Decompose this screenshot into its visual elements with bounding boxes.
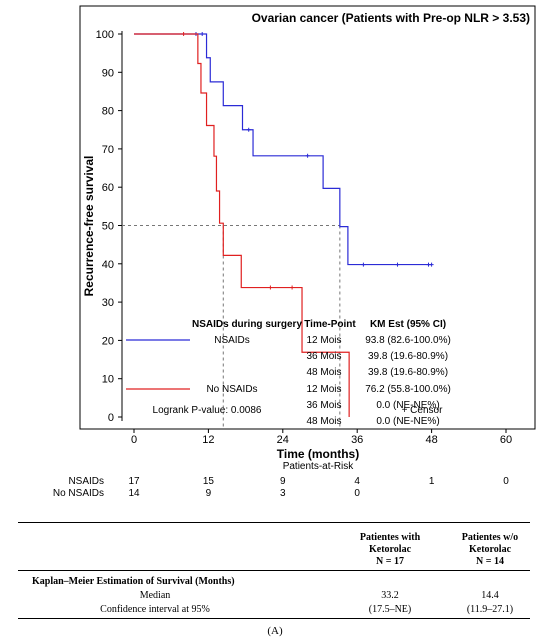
ci-label: Confidence interval at 95%: [100, 604, 210, 615]
risk-value: 17: [128, 476, 140, 487]
legend-table: NSAIDs during surgery Time-Point KM Est (9…: [126, 319, 451, 427]
logrank-label: Logrank P-value: 0.0086: [153, 405, 262, 416]
col1-header-line1: Patientes with: [359, 532, 421, 543]
y-tick-label-30: 30: [102, 297, 114, 309]
figure-caption: (A): [267, 625, 283, 637]
x-tick-label-36: 36: [351, 434, 363, 446]
censor-mark: [268, 285, 273, 290]
legend-header-est: KM Est (95% CI): [370, 319, 446, 330]
median-col1: 33.2: [381, 590, 399, 601]
risk-value: 9: [280, 476, 286, 487]
legend-header-group: NSAIDs during surgery: [192, 319, 302, 330]
col2-header-line3: N = 14: [476, 556, 504, 567]
censor-mark: [305, 153, 310, 158]
col1-header-line2: Ketorolac: [368, 544, 412, 555]
x-tick-label-24: 24: [277, 434, 289, 446]
risk-value: 0: [503, 476, 509, 487]
risk-value: 14: [128, 488, 140, 499]
series-nsaids: [134, 32, 434, 267]
risk-value: 4: [354, 476, 360, 487]
survival-curve: [134, 33, 432, 266]
risk-value: 9: [206, 488, 212, 499]
censor-mark: [181, 32, 186, 36]
legend-header-time: Time-Point: [304, 319, 356, 330]
risk-value: 15: [203, 476, 215, 487]
axes: 0 10 20 30 40 50 60 70 80 90 100 0 12 24 36 48 60: [96, 29, 512, 446]
legend-estimate: 39.8 (19.6-80.9%): [368, 351, 448, 362]
km-chart: Ovarian cancer (Patients with Pre-op NLR…: [53, 5, 536, 499]
censor-mark: [290, 285, 295, 290]
censor-mark: [429, 262, 434, 267]
legend-time: 48 Mois: [306, 416, 341, 427]
y-tick-label-100: 100: [96, 29, 114, 41]
legend-estimate: 39.8 (19.6-80.9%): [368, 367, 448, 378]
risk-value: 1: [429, 476, 435, 487]
legend-time: 36 Mois: [306, 351, 341, 362]
x-tick-label-12: 12: [202, 434, 214, 446]
y-tick-label-40: 40: [102, 259, 114, 271]
legend-estimate: 93.8 (82.6-100.0%): [365, 335, 451, 346]
y-tick-label-50: 50: [102, 221, 114, 233]
legend-time: 48 Mois: [306, 367, 341, 378]
y-tick-label-60: 60: [102, 182, 114, 194]
legend-estimate: 76.2 (55.8-100.0%): [365, 384, 451, 395]
y-tick-label-20: 20: [102, 335, 114, 347]
y-tick-label-90: 90: [102, 67, 114, 79]
legend-time: 12 Mois: [306, 335, 341, 346]
table-top-rule: [18, 522, 530, 523]
median-col2: 14.4: [481, 590, 499, 601]
risk-row-label: No NSAIDs: [53, 488, 104, 499]
table-bottom-rule: [18, 618, 530, 619]
section-label: Kaplan–Meier Estimation of Survival (Mon…: [32, 576, 235, 587]
series-no-nsaids: [134, 32, 350, 417]
risk-title: Patients-at-Risk: [283, 461, 355, 472]
survival-summary-table: Patientes with Ketorolac N = 17 Patiente…: [0, 518, 550, 619]
legend-estimate: 0.0 (NE-NE%): [376, 400, 439, 411]
col2-header-line2: Ketorolac: [468, 544, 512, 555]
y-axis-label: Recurrence-free survival: [82, 156, 96, 297]
chart-frame: [79, 5, 536, 430]
y-tick-label-70: 70: [102, 144, 114, 156]
median-reference-lines: [122, 225, 341, 429]
table-header-rule: [18, 570, 530, 571]
risk-value: 3: [280, 488, 286, 499]
legend-group-label: No NSAIDs: [206, 384, 257, 395]
y-tick-label-0: 0: [108, 412, 114, 424]
censor-mark: [395, 262, 400, 267]
chart-title: Ovarian cancer (Patients with Pre-op NLR…: [252, 11, 530, 25]
y-tick-label-80: 80: [102, 106, 114, 118]
ci-col2: (11.9–27.1): [466, 604, 514, 615]
median-label: Median: [139, 590, 171, 601]
legend-time: 12 Mois: [306, 384, 341, 395]
x-axis-label: Time (months): [277, 447, 359, 461]
x-tick-label-60: 60: [500, 434, 512, 446]
risk-value: 0: [354, 488, 360, 499]
survival-curves: [134, 32, 434, 417]
y-tick-label-10: 10: [102, 374, 114, 386]
legend-group-label: NSAIDs: [214, 335, 250, 346]
col1-header-line3: N = 17: [376, 556, 404, 567]
ci-col1: (17.5–NE): [368, 604, 412, 615]
censor-mark: [361, 262, 366, 267]
x-tick-label-48: 48: [425, 434, 437, 446]
censor-legend-label: + Censor: [402, 405, 444, 416]
censor-mark: [200, 32, 205, 36]
censor-mark: [246, 127, 251, 132]
legend-estimate: 0.0 (NE-NE%): [376, 416, 439, 427]
legend-time: 36 Mois: [306, 400, 341, 411]
col2-header-line1: Patientes w/o: [461, 532, 519, 543]
risk-row-label: NSAIDs: [68, 476, 104, 487]
x-tick-label-0: 0: [131, 434, 137, 446]
